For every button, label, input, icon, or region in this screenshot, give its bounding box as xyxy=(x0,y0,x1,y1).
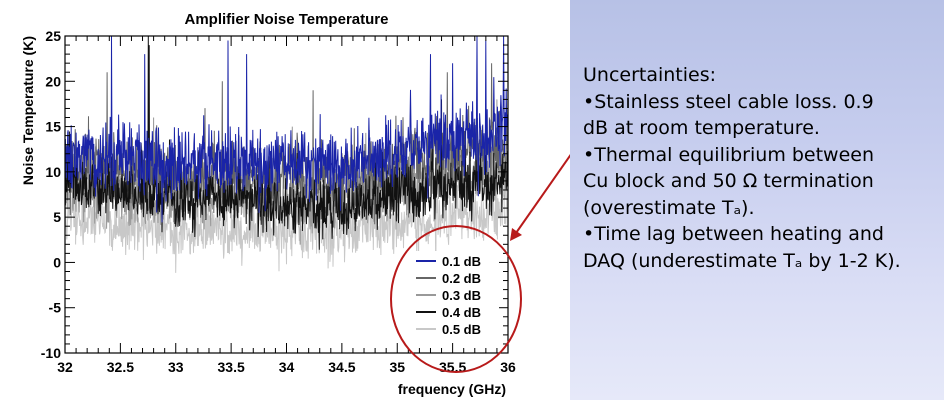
plot-panel: Amplifier Noise Temperature 32 32.5 33 33.5 3… xyxy=(20,11,570,397)
note-line: •Thermal equilibrium between xyxy=(583,143,875,166)
y-tick-label: 25 xyxy=(45,28,61,44)
note-line: Cu block and 50 Ω termination xyxy=(583,170,874,192)
series-line-0-5-dB xyxy=(65,153,508,273)
y-tick-label: 5 xyxy=(53,209,61,225)
legend-label: 0.2 dB xyxy=(442,271,481,286)
y-tick-label: 20 xyxy=(45,73,61,89)
uncertainties-heading: Uncertainties: xyxy=(583,64,717,86)
chart-title: Amplifier Noise Temperature xyxy=(185,11,389,28)
note-line: •Stainless steel cable loss. 0.9 xyxy=(583,90,874,113)
x-tick-label: 34 xyxy=(279,359,295,375)
uncertainties-panel xyxy=(570,0,944,400)
y-tick-label: 15 xyxy=(45,119,61,135)
legend-label: 0.1 dB xyxy=(442,254,481,269)
legend-label: 0.4 dB xyxy=(442,305,481,320)
note-line: dB at room temperature. xyxy=(583,117,820,139)
x-tick-label: 32 xyxy=(57,359,73,375)
y-tick-label: -5 xyxy=(49,300,62,316)
y-axis-label: Noise Temperature (K) xyxy=(20,36,36,185)
noise-temperature-chart: Amplifier Noise Temperature 32 32.5 33 33.5 3… xyxy=(20,11,570,397)
annotation-arrow-head xyxy=(510,228,522,241)
x-tick-label: 32.5 xyxy=(107,359,134,375)
note-line: (overestimate Tₐ). xyxy=(583,196,755,219)
y-tick-label: 10 xyxy=(45,164,61,180)
y-tick-label: -10 xyxy=(41,345,61,361)
uncertainties-notes: Uncertainties: •Stainless steel cable lo… xyxy=(583,62,943,274)
legend-label: 0.5 dB xyxy=(442,322,481,337)
legend-label: 0.3 dB xyxy=(442,288,481,303)
series-line-0-4-dB xyxy=(65,36,508,250)
y-tick-label: 0 xyxy=(53,254,61,270)
note-line: •Time lag between heating and xyxy=(583,223,884,245)
x-axis-label: frequency (GHz) xyxy=(398,381,506,397)
note-line: DAQ (underestimate Tₐ by 1-2 K). xyxy=(583,249,901,272)
annotation-arrow-line xyxy=(515,153,570,234)
x-tick-label: 36 xyxy=(500,359,516,375)
series-line-0-1-dB xyxy=(65,36,508,223)
annotation-ellipse xyxy=(390,225,522,373)
x-tick-label: 33 xyxy=(168,359,184,375)
x-tick-label: 34.5 xyxy=(328,359,355,375)
x-tick-label: 33.5 xyxy=(218,359,245,375)
x-tick-label: 35 xyxy=(389,359,405,375)
